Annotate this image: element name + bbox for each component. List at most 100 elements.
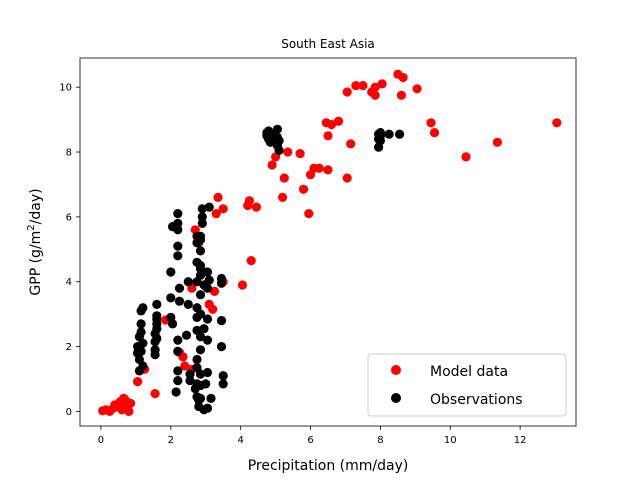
point-observations [216,278,227,288]
point-observations [152,299,162,309]
point-observations [136,327,146,337]
point-model-data [342,173,352,183]
point-observations [201,379,211,389]
x-axis: 0 2 4 6 8 10 12 [98,426,527,446]
point-model-data [552,118,562,128]
point-model-data [314,163,324,173]
y-axis-title-sup: 2 [26,224,37,230]
point-observations [173,241,183,251]
point-observations [395,129,405,139]
x-axis-title: Precipitation (mm/day) [248,458,409,474]
point-observations [202,403,213,413]
point-model-data [412,84,422,94]
point-observations [375,131,385,141]
x-tick-label: 8 [377,435,383,446]
data-points [98,69,562,416]
point-observations [265,137,275,147]
point-observations [274,145,284,155]
point-observations [173,335,183,345]
point-model-data [351,81,361,91]
point-model-data [218,204,228,214]
point-observations [195,309,206,319]
point-observations [197,204,207,214]
x-tick-label: 12 [514,435,527,446]
point-observations [202,314,213,324]
point-model-data [278,192,288,202]
point-observations [192,354,202,365]
point-model-data [237,280,247,290]
point-observations [195,393,206,403]
point-observations [171,387,181,397]
legend-label-observations: Observations [430,392,523,408]
point-model-data [323,165,333,175]
legend-marker-model-data [391,365,401,375]
point-observations [384,129,394,139]
point-observations [195,332,206,342]
point-observations [181,330,192,340]
legend-box [367,353,567,417]
point-model-data [279,173,289,183]
point-observations [195,235,206,245]
point-model-data [244,196,254,206]
point-observations [195,290,206,300]
point-observations [274,136,284,146]
y-axis: 0 2 4 6 8 10 [59,83,80,418]
point-observations [185,376,195,386]
point-observations [183,277,193,287]
point-model-data [304,209,314,219]
point-model-data [124,406,134,416]
legend-marker-observations [391,393,401,403]
point-model-data [377,79,387,89]
y-tick-label: 2 [66,342,72,353]
point-observations [173,225,183,235]
x-tick-label: 4 [237,435,243,446]
x-tick-label: 10 [444,435,457,446]
legend-label-model-data: Model data [430,364,508,380]
y-axis-title-base: GPP (g/m [28,231,44,296]
point-model-data [208,304,218,314]
point-observations [138,338,148,348]
point-model-data [150,389,160,399]
point-observations [272,124,282,134]
point-observations [218,371,228,381]
point-model-data [295,149,305,159]
point-observations [202,283,213,293]
x-tick-label: 0 [98,435,104,446]
point-observations [195,345,206,355]
y-axis-title-tail: /day) [28,188,44,224]
point-model-data [326,119,337,130]
point-observations [199,324,209,334]
y-tick-label: 8 [66,148,72,159]
point-observations [166,293,176,303]
point-observations [195,246,206,256]
x-tick-label: 2 [168,435,174,446]
point-model-data [251,202,261,212]
legend: Model data Observations [367,353,567,417]
point-observations [204,275,214,285]
point-model-data [180,361,190,371]
point-model-data [358,81,368,91]
point-observations [195,369,206,379]
point-model-data [267,160,277,170]
point-observations [152,333,162,344]
point-observations [174,296,185,306]
point-observations [174,283,185,293]
point-observations [173,346,183,356]
point-observations [173,251,183,261]
point-observations [202,267,213,277]
point-model-data [298,184,309,194]
point-observations [173,376,183,386]
axes-frame [79,57,577,427]
point-model-data [211,209,221,219]
point-observations [185,369,195,379]
point-model-data [126,398,136,408]
point-observations [202,335,213,345]
point-model-data [461,152,471,162]
point-model-data [333,116,344,126]
point-observations [206,393,216,403]
point-observations [218,379,228,389]
chart-title: South East Asia [281,37,375,51]
point-model-data [492,137,502,147]
point-model-data [398,72,408,83]
